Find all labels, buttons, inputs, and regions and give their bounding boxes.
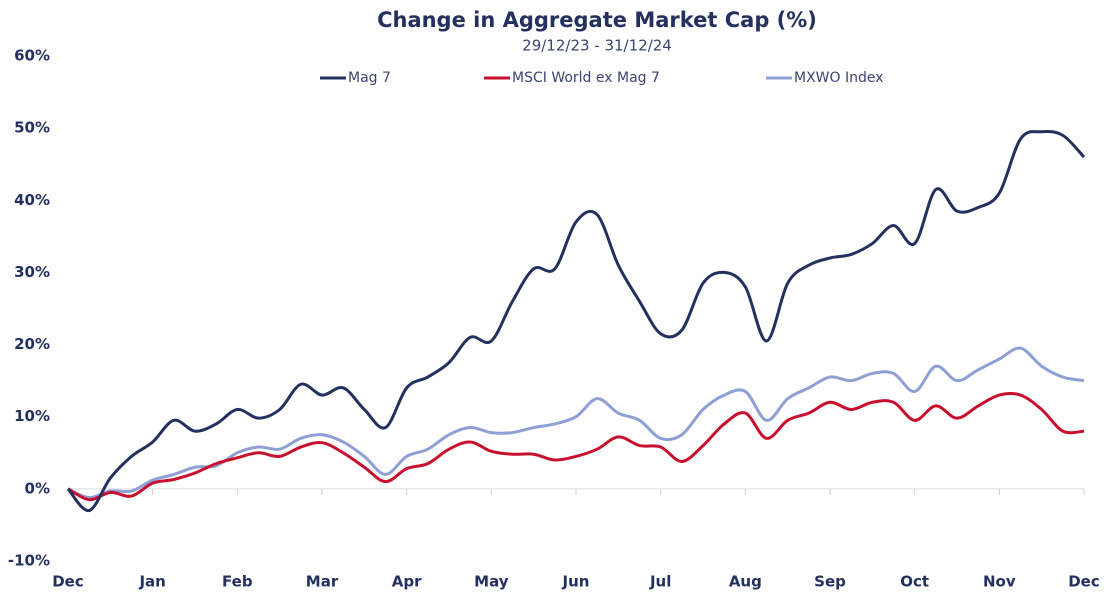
x-tick-label: Dec: [52, 573, 84, 591]
x-tick-label: Jan: [138, 573, 165, 591]
x-tick-label: Mar: [306, 573, 339, 591]
legend-label: MXWO Index: [794, 70, 884, 86]
y-tick-label: 10%: [14, 407, 50, 425]
x-tick-label: Jun: [562, 573, 590, 591]
y-tick-label: 20%: [14, 335, 50, 353]
y-tick-label: 60%: [14, 47, 50, 65]
x-tick-label: Apr: [392, 573, 422, 591]
x-tick-label: Jul: [649, 573, 671, 591]
y-tick-label: -10%: [8, 552, 50, 570]
series-line: [66, 129, 1086, 512]
legend-label: MSCI World ex Mag 7: [512, 70, 660, 86]
chart-title: Change in Aggregate Market Cap (%): [377, 8, 817, 32]
series-line: [67, 391, 1085, 502]
y-tick-label: 0%: [25, 479, 50, 497]
x-tick-label: Aug: [729, 573, 762, 591]
x-tick-label: May: [474, 573, 509, 591]
x-tick-label: Feb: [222, 573, 253, 591]
y-tick-label: 40%: [14, 191, 50, 209]
x-tick-label: Nov: [983, 573, 1016, 591]
x-tick-label: Dec: [1068, 573, 1100, 591]
y-tick-label: 30%: [14, 263, 50, 281]
chart-subtitle: 29/12/23 - 31/12/24: [522, 37, 672, 55]
legend-label: Mag 7: [348, 70, 391, 86]
x-tick-label: Sep: [814, 573, 846, 591]
y-tick-label: 50%: [14, 119, 50, 137]
series-line: [67, 346, 1085, 500]
x-tick-label: Oct: [900, 573, 929, 591]
